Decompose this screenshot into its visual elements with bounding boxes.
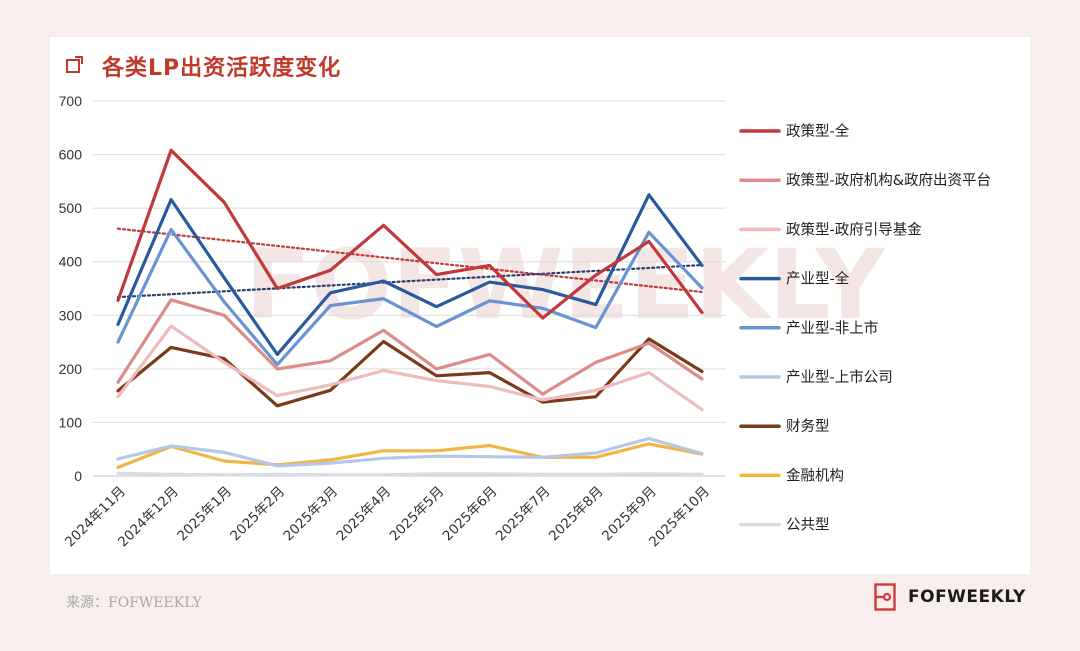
x-tick-label: 2025年1月 — [174, 484, 235, 545]
title-square-icon — [66, 56, 83, 73]
x-tick-label: 2025年5月 — [387, 484, 448, 545]
title-row: 各类LP出资活跃度变化 — [66, 50, 341, 82]
y-tick-label: 200 — [59, 361, 83, 377]
legend-label: 产业型-全 — [786, 270, 850, 288]
x-tick-label: 2025年2月 — [227, 484, 288, 545]
series-line — [116, 324, 704, 412]
legend-label: 政策型-政府引导基金 — [786, 221, 922, 238]
x-tick-label: 2025年3月 — [280, 484, 341, 545]
brand: FOFWEEKLY — [874, 583, 1026, 611]
chart-title: 各类LP出资活跃度变化 — [102, 56, 342, 81]
y-tick-label: 300 — [59, 307, 83, 323]
y-tick-label: 100 — [59, 414, 83, 430]
y-tick-label: 600 — [59, 147, 83, 163]
chart-card — [50, 37, 1030, 574]
series-line — [116, 148, 704, 320]
legend-label: 产业型-非上市 — [786, 320, 878, 337]
legend-label: 政策型-全 — [786, 122, 850, 140]
x-tick-label: 2025年7月 — [493, 484, 554, 545]
series-line — [116, 193, 704, 356]
trendline — [116, 227, 704, 294]
brand-name: FOFWEEKLY — [908, 587, 1026, 607]
source-note: 来源：FOFWEEKLY — [66, 595, 202, 611]
series-line — [116, 228, 704, 367]
legend-label: 公共型 — [786, 517, 830, 534]
legend-label: 财务型 — [786, 418, 830, 435]
x-tick-label: 2025年6月 — [440, 484, 501, 545]
series-line — [116, 471, 704, 477]
fofweekly-logo-icon — [874, 583, 896, 611]
y-tick-label: 0 — [74, 468, 82, 484]
legend-label: 产业型-上市公司 — [786, 369, 893, 386]
y-tick-label: 500 — [59, 200, 83, 216]
y-tick-label: 700 — [59, 93, 83, 109]
series-line — [116, 436, 704, 468]
legend-label: 金融机构 — [786, 467, 844, 484]
x-tick-label: 2025年4月 — [334, 484, 395, 545]
series-line — [116, 298, 704, 396]
legend-label: 政策型-政府机构&政府出资平台 — [786, 172, 991, 189]
x-tick-label: 2025年8月 — [546, 484, 607, 545]
y-tick-label: 400 — [59, 254, 83, 270]
series-line — [116, 442, 704, 469]
